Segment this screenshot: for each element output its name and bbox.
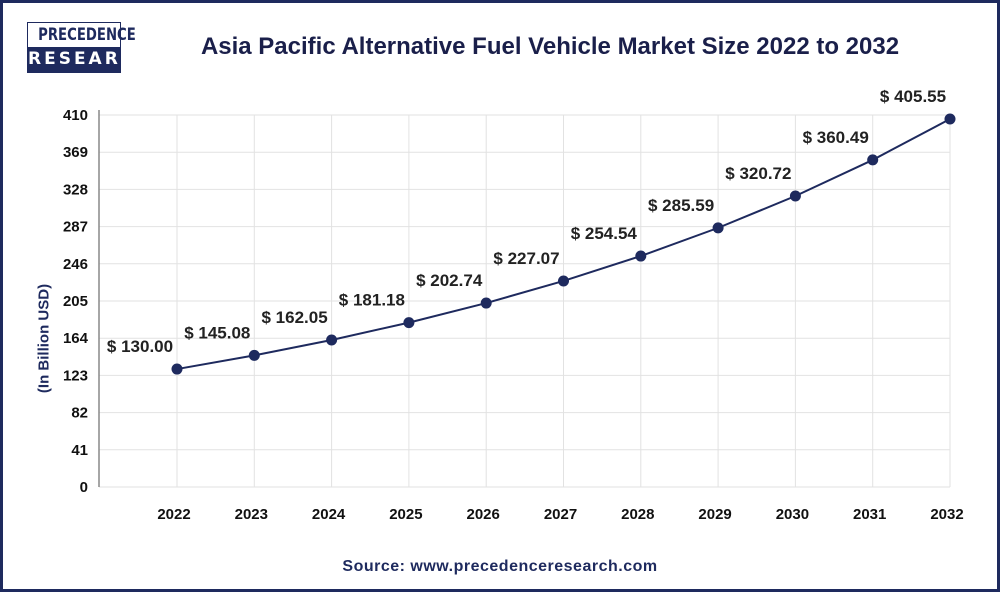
data-point: [867, 154, 879, 166]
data-point: [944, 113, 956, 125]
x-tick-label: 2024: [312, 506, 346, 523]
x-tick-label: 2030: [776, 506, 809, 523]
data-label: $ 162.05: [262, 308, 328, 327]
data-point: [403, 317, 415, 329]
x-tick-label: 2022: [157, 506, 190, 523]
y-tick-label: 82: [71, 405, 88, 422]
logo-line2: RESEARCH: [28, 47, 151, 72]
data-point: [480, 297, 492, 309]
x-tick-label: 2032: [930, 506, 963, 523]
brand-logo: PRECEDENCE RESEARCH: [27, 22, 151, 73]
data-point: [712, 222, 724, 234]
y-tick-label: 0: [80, 479, 88, 496]
y-tick-label: 410: [63, 107, 88, 124]
data-point: [248, 349, 260, 361]
x-tick-label: 2031: [853, 506, 886, 523]
y-tick-label: 164: [63, 330, 89, 347]
data-label: $ 254.54: [571, 224, 638, 243]
y-tick-label: 41: [71, 442, 88, 459]
x-tick-label: 2026: [467, 506, 500, 523]
data-label: $ 285.59: [648, 196, 714, 215]
data-label: $ 181.18: [339, 291, 405, 310]
data-label: $ 202.74: [416, 271, 483, 290]
data-point: [789, 190, 801, 202]
data-point: [635, 250, 647, 262]
data-point: [171, 363, 183, 375]
y-tick-label: 328: [63, 181, 88, 198]
source-text: Source: www.precedenceresearch.com: [342, 558, 658, 575]
x-tick-label: 2029: [698, 506, 731, 523]
y-tick-label: 205: [63, 293, 88, 310]
data-label: $ 320.72: [725, 164, 791, 183]
y-tick-label: 246: [63, 256, 88, 273]
chart-title: Asia Pacific Alternative Fuel Vehicle Ma…: [200, 33, 900, 60]
y-tick-label: 369: [63, 144, 88, 161]
data-label: $ 405.55: [880, 87, 946, 106]
data-label: $ 360.49: [803, 128, 869, 147]
x-tick-label: 2028: [621, 506, 654, 523]
data-point: [326, 334, 338, 346]
data-point: [558, 275, 569, 287]
y-tick-label: 287: [63, 219, 88, 236]
y-tick-label: 123: [63, 367, 88, 384]
data-label: $ 130.00: [107, 337, 173, 356]
x-tick-label: 2025: [389, 506, 422, 523]
x-tick-label: 2023: [235, 506, 268, 523]
x-tick-label: 2027: [544, 506, 577, 523]
data-label: $ 145.08: [184, 323, 250, 342]
data-label: $ 227.07: [493, 249, 559, 268]
